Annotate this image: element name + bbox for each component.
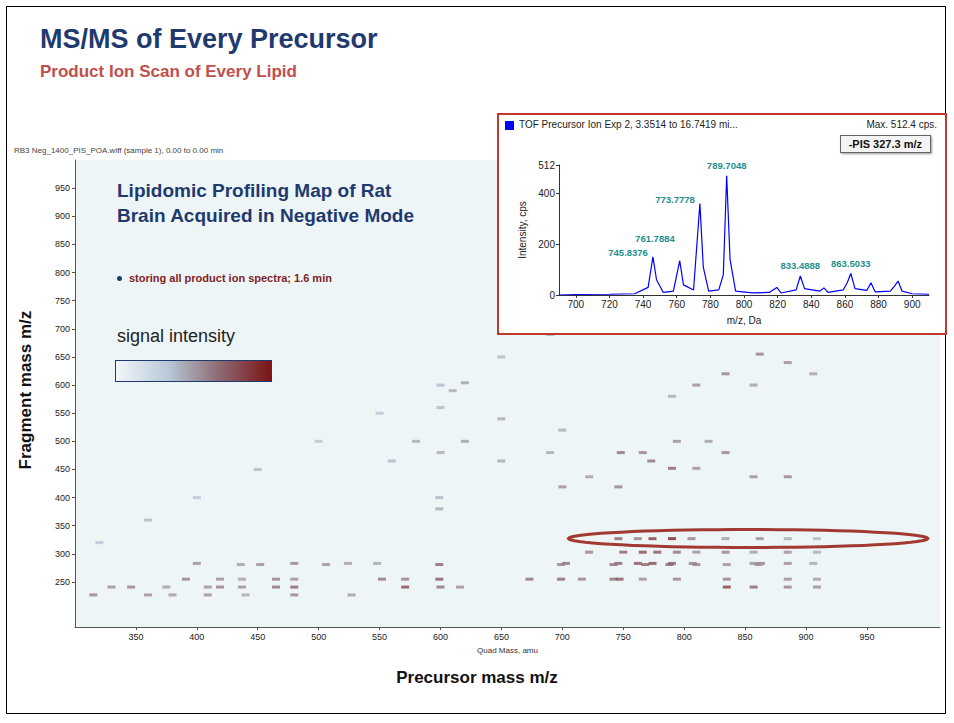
svg-text:800: 800: [677, 632, 692, 642]
svg-text:600: 600: [433, 632, 448, 642]
svg-text:m/z, Da: m/z, Da: [727, 315, 762, 326]
svg-text:350: 350: [128, 632, 143, 642]
svg-text:850: 850: [738, 632, 753, 642]
svg-text:950: 950: [55, 183, 70, 193]
svg-text:Intensity, cps: Intensity, cps: [517, 201, 528, 259]
svg-text:750: 750: [616, 632, 631, 642]
svg-text:250: 250: [55, 577, 70, 587]
html-text:Lipidomic Profiling Map of Rat: Lipidomic Profiling Map of Rat Brain Acq…: [117, 180, 414, 226]
html-text:Fragment mass m/z: Fragment mass m/z: [16, 310, 35, 470]
svg-text:720: 720: [601, 299, 618, 310]
svg-text:600: 600: [55, 380, 70, 390]
svg-text:350: 350: [55, 521, 70, 531]
svg-text:700: 700: [567, 299, 584, 310]
html-text:Precursor mass m/z: Precursor mass m/z: [396, 668, 558, 687]
svg-text:773.7778: 773.7778: [655, 194, 695, 205]
svg-text:850: 850: [55, 239, 70, 249]
svg-text:500: 500: [55, 436, 70, 446]
html-text:RB3 Neg_1400_PIS_POA.wiff (sam: RB3 Neg_1400_PIS_POA.wiff (sample 1), 0.…: [14, 146, 224, 155]
svg-text:900: 900: [55, 211, 70, 221]
svg-text:700: 700: [55, 324, 70, 334]
svg-text:950: 950: [859, 632, 874, 642]
svg-text:760: 760: [668, 299, 685, 310]
svg-text:400: 400: [538, 188, 555, 199]
svg-text:800: 800: [55, 268, 70, 278]
svg-text:800: 800: [736, 299, 753, 310]
svg-text:650: 650: [494, 632, 509, 642]
svg-text:761.7884: 761.7884: [635, 233, 675, 244]
svg-text:880: 880: [870, 299, 887, 310]
svg-text:450: 450: [250, 632, 265, 642]
html-text:TOF Precursor Ion Exp 2, 3.351: TOF Precursor Ion Exp 2, 3.3514 to 16.74…: [519, 119, 738, 130]
svg-text:Quad Mass, amu: Quad Mass, amu: [477, 646, 538, 655]
html-text:storing all product ion spectr: storing all product ion spectra; 1.6 min: [129, 272, 332, 284]
svg-text:840: 840: [803, 299, 820, 310]
html-text:Max. 512.4 cps.: Max. 512.4 cps.: [866, 119, 937, 130]
svg-text:500: 500: [311, 632, 326, 642]
html-text:Product Ion Scan of Every Lipi: Product Ion Scan of Every Lipid: [40, 62, 297, 81]
svg-text:400: 400: [55, 493, 70, 503]
svg-text:0: 0: [549, 290, 555, 301]
svg-text:745.8376: 745.8376: [608, 247, 648, 258]
svg-text:900: 900: [904, 299, 921, 310]
svg-text:450: 450: [55, 464, 70, 474]
svg-text:400: 400: [189, 632, 204, 642]
svg-text:200: 200: [538, 239, 555, 250]
svg-text:512: 512: [538, 160, 555, 171]
svg-text:780: 780: [702, 299, 719, 310]
svg-text:789.7048: 789.7048: [707, 160, 747, 171]
svg-text:860: 860: [837, 299, 854, 310]
html-text:-PIS 327.3 m/z: -PIS 327.3 m/z: [848, 138, 922, 150]
svg-text:550: 550: [372, 632, 387, 642]
html-text:signal intensity: signal intensity: [117, 326, 236, 346]
html-text:MS/MS of Every Precursor: MS/MS of Every Precursor: [40, 24, 378, 54]
svg-text:750: 750: [55, 296, 70, 306]
svg-text:300: 300: [55, 549, 70, 559]
svg-text:650: 650: [55, 352, 70, 362]
svg-text:863.5033: 863.5033: [831, 258, 871, 269]
svg-text:550: 550: [55, 408, 70, 418]
svg-text:900: 900: [798, 632, 813, 642]
svg-text:700: 700: [555, 632, 570, 642]
svg-text:740: 740: [635, 299, 652, 310]
svg-text:833.4888: 833.4888: [781, 260, 821, 271]
svg-text:820: 820: [769, 299, 786, 310]
